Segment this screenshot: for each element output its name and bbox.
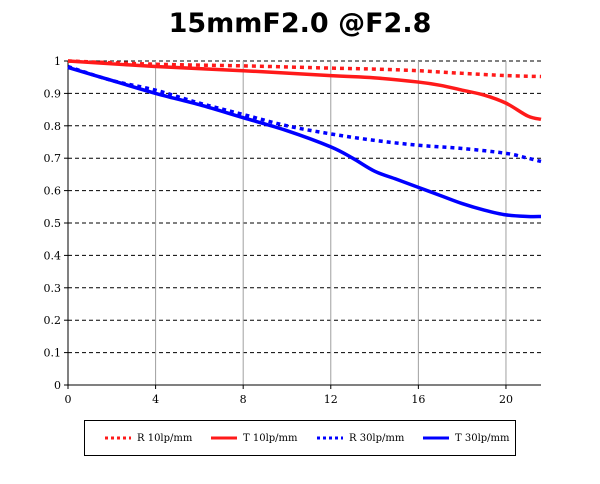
x-tick-label: 4 — [152, 393, 159, 406]
y-tick-label: 0.4 — [44, 249, 62, 262]
legend-swatch-r10 — [105, 436, 131, 440]
legend-item-t10: T 10lp/mm — [211, 431, 298, 445]
y-tick-label: 0.5 — [44, 217, 62, 230]
series-line-3 — [67, 65, 542, 219]
x-tick-label: 8 — [240, 393, 247, 406]
y-tick-label: 0.1 — [44, 347, 62, 360]
y-tick-label: 0 — [54, 379, 61, 392]
x-tick-label: 20 — [499, 393, 513, 406]
series-line-1 — [67, 59, 542, 122]
tick-labels: 0 0.1 0.2 0.3 0.4 0.5 0.6 0.7 0.8 0.9 1 0 4 8 12 16 20 — [44, 55, 513, 406]
y-tick-label: 0.3 — [44, 282, 62, 295]
legend-label-r30: R 30lp/mm — [349, 432, 405, 444]
axes — [64, 60, 541, 389]
legend-swatch-r30 — [317, 436, 343, 440]
y-tick-label: 0.2 — [44, 314, 62, 327]
y-tick-label: 0.9 — [44, 87, 62, 100]
legend-item-r10: R 10lp/mm — [105, 431, 192, 445]
y-tick-label: 1 — [54, 55, 61, 68]
y-tick-label: 0.8 — [44, 120, 62, 133]
grid-lines — [68, 60, 541, 385]
chart-title: 15mmF2.0 @F2.8 — [168, 8, 432, 39]
legend-swatch-t10 — [211, 436, 237, 440]
legend-item-t30: T 30lp/mm — [423, 431, 510, 445]
legend-label-t30: T 30lp/mm — [455, 432, 510, 444]
series-line-2 — [67, 64, 542, 164]
x-tick-label: 16 — [411, 393, 425, 406]
y-tick-label: 0.6 — [44, 185, 62, 198]
series-lines — [67, 59, 542, 219]
series-line-0 — [67, 59, 542, 79]
x-tick-label: 12 — [324, 393, 338, 406]
mtf-chart: 0 0.1 0.2 0.3 0.4 0.5 0.6 0.7 0.8 0.9 1 0 4 8 12 16 20 — [44, 55, 542, 406]
legend: R 10lp/mm T 10lp/mm R 30lp/mm T 30lp/mm — [84, 420, 516, 456]
legend-label-t10: T 10lp/mm — [243, 432, 298, 444]
legend-label-r10: R 10lp/mm — [137, 432, 193, 444]
x-tick-label: 0 — [65, 393, 72, 406]
legend-item-r30: R 30lp/mm — [317, 431, 404, 445]
y-tick-label: 0.7 — [44, 152, 62, 165]
legend-swatch-t30 — [423, 436, 449, 440]
